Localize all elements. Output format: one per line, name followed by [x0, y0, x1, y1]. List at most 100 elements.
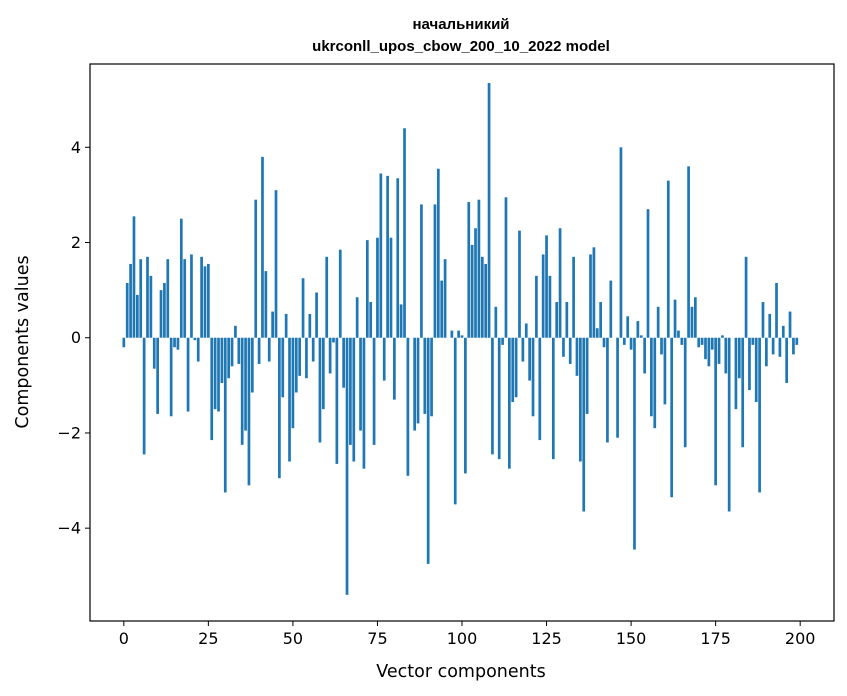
- bar: [257, 337, 261, 364]
- bar: [464, 337, 467, 474]
- bar: [568, 337, 572, 364]
- bar: [666, 180, 670, 338]
- x-tick-label: 50: [283, 629, 303, 648]
- bar: [768, 313, 772, 338]
- bar: [443, 259, 447, 338]
- bar: [267, 337, 271, 362]
- bar: [271, 311, 274, 338]
- bar: [792, 337, 795, 355]
- x-tick-label: 175: [700, 629, 731, 648]
- bar-series: [122, 83, 799, 595]
- bar: [535, 275, 538, 338]
- bar: [494, 306, 498, 338]
- bar: [741, 337, 745, 448]
- bar: [291, 337, 295, 429]
- bar: [433, 204, 437, 338]
- bar: [771, 337, 775, 355]
- bar: [460, 335, 464, 338]
- bar: [210, 337, 214, 441]
- bar: [311, 337, 315, 362]
- bar: [129, 263, 132, 338]
- bar: [606, 337, 609, 443]
- bar: [321, 337, 325, 410]
- bar: [450, 330, 454, 338]
- bar: [572, 256, 575, 338]
- bar: [788, 311, 792, 338]
- bar: [281, 337, 285, 398]
- chart-title: начальникий: [412, 16, 509, 33]
- bar: [261, 156, 264, 338]
- bar: [785, 337, 789, 383]
- bar: [616, 337, 619, 438]
- bar: [558, 228, 562, 338]
- bar: [176, 337, 180, 350]
- bar: [301, 278, 305, 338]
- bar: [487, 83, 491, 338]
- bar: [278, 337, 281, 479]
- bar: [305, 337, 308, 379]
- bar: [511, 337, 515, 403]
- bar: [227, 337, 231, 379]
- bar: [457, 330, 460, 338]
- bar: [142, 337, 146, 455]
- bar: [551, 337, 555, 460]
- bar: [643, 337, 646, 374]
- bar: [650, 337, 653, 417]
- bar: [163, 282, 166, 338]
- bar: [677, 330, 680, 338]
- bar: [775, 282, 778, 338]
- bar: [687, 166, 690, 338]
- bar: [393, 337, 396, 400]
- y-tick-label: 2: [71, 233, 81, 252]
- bar: [213, 337, 217, 410]
- bar: [683, 337, 687, 448]
- bar: [737, 337, 741, 379]
- bar: [748, 337, 751, 391]
- bar: [501, 337, 504, 345]
- bar: [352, 337, 356, 462]
- bar: [592, 247, 596, 338]
- bar: [531, 337, 535, 417]
- bar: [670, 337, 674, 498]
- bar: [636, 321, 640, 338]
- bar: [338, 249, 342, 338]
- bar: [663, 337, 667, 405]
- bar: [240, 337, 244, 445]
- bar: [629, 337, 633, 350]
- bar: [413, 337, 417, 431]
- bar: [710, 337, 714, 350]
- bar: [207, 263, 210, 338]
- bar: [734, 337, 738, 410]
- x-tick-label: 0: [119, 629, 129, 648]
- bar: [237, 337, 241, 364]
- bar: [514, 337, 518, 398]
- bar: [166, 259, 170, 338]
- x-tick-label: 75: [367, 629, 387, 648]
- bar: [315, 292, 318, 338]
- bar: [633, 337, 636, 550]
- bar: [318, 337, 322, 443]
- bar: [467, 202, 471, 338]
- bar: [173, 337, 176, 348]
- bar: [761, 302, 765, 338]
- bar: [135, 294, 139, 338]
- bar: [602, 337, 606, 348]
- bar: [626, 316, 630, 338]
- x-tick-label: 200: [785, 629, 816, 648]
- bar: [294, 337, 298, 393]
- bar: [436, 168, 440, 338]
- bar: [332, 337, 335, 343]
- bar: [714, 337, 717, 486]
- bar: [328, 337, 332, 374]
- bar: [169, 337, 173, 417]
- bar: [727, 337, 731, 512]
- bar: [724, 337, 728, 374]
- bar: [308, 313, 312, 338]
- y-axis-ticks: −4 −2 0 2 4: [57, 138, 90, 538]
- x-tick-label: 100: [447, 629, 478, 648]
- bar: [403, 128, 406, 338]
- bar: [707, 337, 711, 367]
- bar: [179, 218, 183, 338]
- bar: [217, 337, 220, 412]
- y-tick-label: −2: [57, 423, 81, 442]
